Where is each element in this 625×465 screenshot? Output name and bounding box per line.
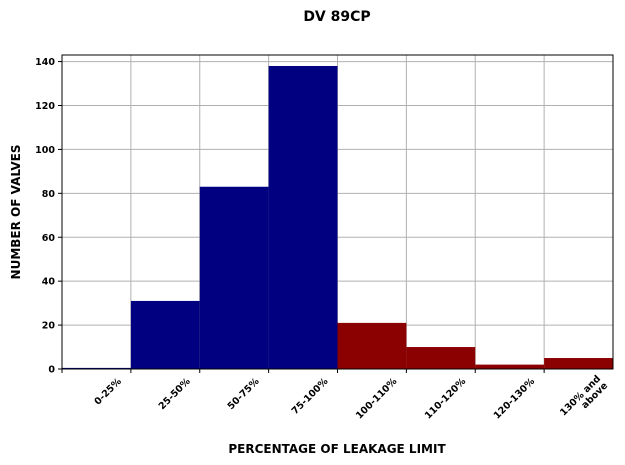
y-tick-label: 0 bbox=[48, 365, 55, 376]
y-tick-label: 140 bbox=[35, 57, 55, 68]
x-axis: 0-25% 25-50% 50-75% 75-100% 100-110% 110-120%… bbox=[61, 369, 610, 425]
x-tick-label: 100-110% bbox=[354, 376, 400, 422]
y-axis-label: NUMBER OF VALVES bbox=[9, 145, 23, 280]
x-tick-label: 25-50% bbox=[157, 376, 193, 412]
x-tick-label-text: 25-50% bbox=[157, 376, 193, 412]
bars bbox=[62, 65, 613, 370]
x-tick-label-text: 100-110% bbox=[354, 376, 400, 422]
y-tick-label: 100 bbox=[35, 145, 55, 156]
y-tick-label: 40 bbox=[42, 277, 56, 288]
x-tick-label-text: 110-120% bbox=[423, 376, 469, 422]
bar bbox=[544, 358, 613, 369]
x-tick-label: 0-25% bbox=[93, 376, 125, 408]
y-tick-label: 120 bbox=[35, 101, 55, 112]
x-tick-label: 130% andabove bbox=[558, 373, 610, 425]
y-axis: 0 20 40 60 80 100 120 140 bbox=[35, 57, 62, 376]
y-tick-label: 20 bbox=[42, 321, 56, 332]
chart-title: DV 89CP bbox=[303, 9, 370, 25]
x-tick-label-text: 50-75% bbox=[226, 376, 262, 412]
x-tick-label: 120-130% bbox=[492, 376, 538, 422]
x-tick-label-text: 75-100% bbox=[290, 376, 331, 417]
x-tick-label-text: 130% andabove bbox=[558, 373, 610, 425]
y-tick-label: 80 bbox=[42, 189, 56, 200]
y-tick-label: 60 bbox=[42, 233, 56, 244]
bar bbox=[475, 364, 545, 369]
x-tick-label-text: 0-25% bbox=[93, 376, 125, 408]
bar bbox=[268, 65, 338, 370]
x-axis-label: PERCENTAGE OF LEAKAGE LIMIT bbox=[228, 442, 446, 456]
x-tick-label-text: 120-130% bbox=[492, 376, 538, 422]
bar bbox=[337, 322, 407, 369]
x-tick-label: 75-100% bbox=[290, 376, 331, 417]
x-tick-label: 50-75% bbox=[226, 376, 262, 412]
x-tick-label: 110-120% bbox=[423, 376, 469, 422]
bar bbox=[130, 300, 200, 369]
bar bbox=[406, 347, 476, 369]
bar bbox=[199, 186, 269, 369]
bar bbox=[62, 367, 131, 369]
